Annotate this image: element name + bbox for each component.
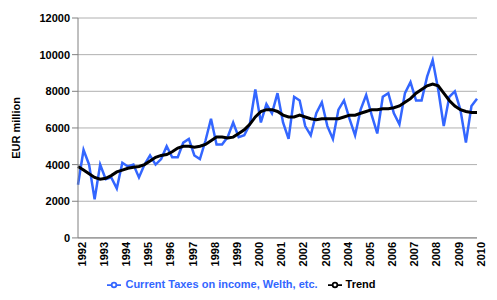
html-text:Trend: Trend [345,277,376,290]
svg-text:2003: 2003 [320,242,332,266]
svg-text:2005: 2005 [364,242,376,266]
svg-text:2000: 2000 [46,195,70,207]
svg-text:2002: 2002 [297,242,309,266]
svg-text:2004: 2004 [342,241,354,266]
svg-text:8000: 8000 [46,85,70,97]
svg-text:10000: 10000 [39,49,70,61]
svg-text:1992: 1992 [76,242,88,266]
svg-text:1994: 1994 [120,241,132,266]
svg-text:1996: 1996 [164,242,176,266]
svg-text:2006: 2006 [386,242,398,266]
svg-text:12000: 12000 [39,12,70,24]
svg-text:1999: 1999 [231,242,243,266]
svg-text:2007: 2007 [408,242,420,266]
svg-text:EUR million: EUR million [10,97,22,159]
svg-text:1995: 1995 [142,242,154,266]
svg-text:1997: 1997 [187,242,199,266]
svg-text:6000: 6000 [46,122,70,134]
svg-text:2001: 2001 [275,242,287,266]
svg-text:0: 0 [64,232,70,244]
svg-text:2000: 2000 [253,242,265,266]
svg-text:2008: 2008 [430,242,442,266]
html-text:Current Taxes on income, Welth: Current Taxes on income, Welth, etc. [125,277,318,290]
svg-text:1993: 1993 [98,242,110,266]
svg-text:2009: 2009 [453,242,465,266]
svg-text:4000: 4000 [46,159,70,171]
svg-text:1998: 1998 [209,242,221,266]
svg-text:2010: 2010 [475,242,487,266]
